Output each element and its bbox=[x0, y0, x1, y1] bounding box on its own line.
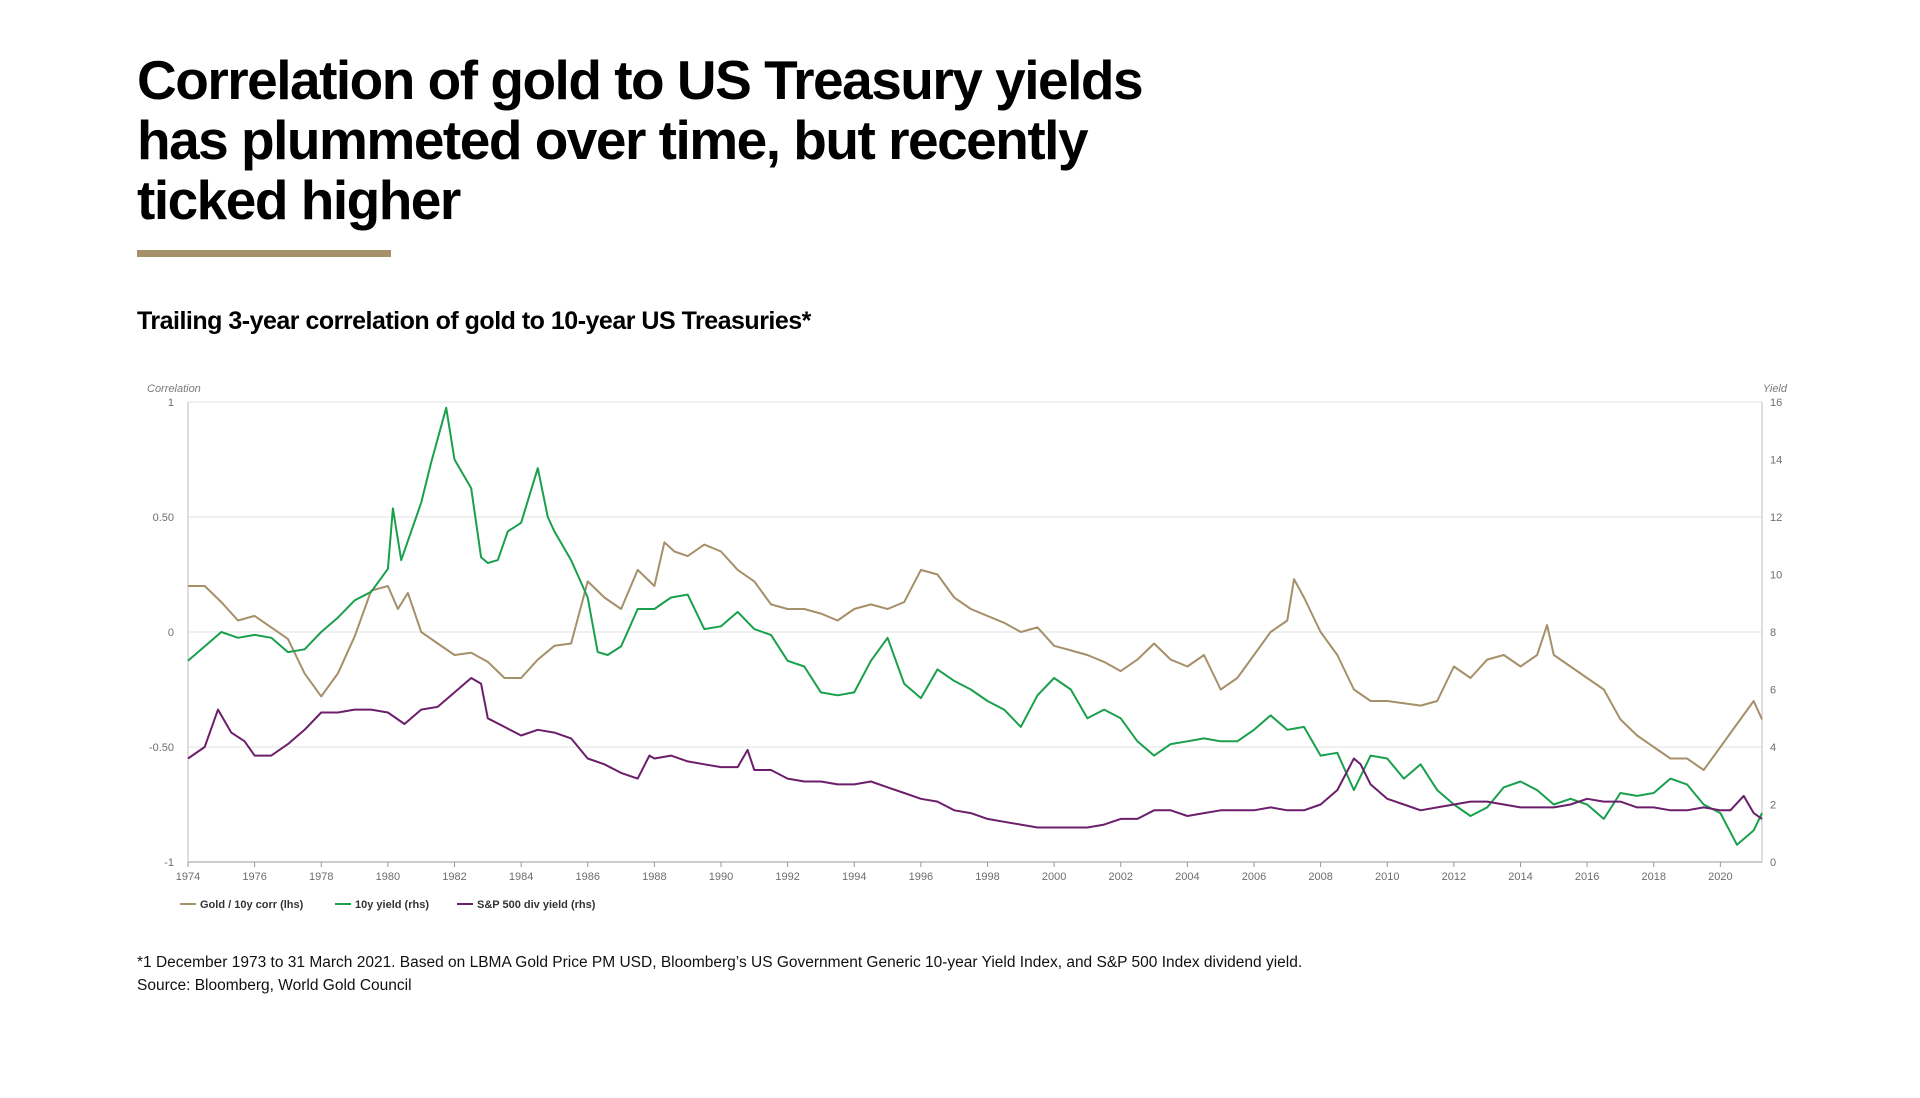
page-title-line-3: ticked higher bbox=[137, 169, 461, 231]
y-left-tick-label: 0 bbox=[168, 627, 174, 639]
x-tick-label: 2016 bbox=[1575, 871, 1599, 883]
series-layer bbox=[187, 406, 1763, 846]
legend-label: Gold / 10y corr (lhs) bbox=[200, 899, 304, 911]
x-tick-label: 1986 bbox=[576, 871, 600, 883]
x-tick-label: 2006 bbox=[1242, 871, 1266, 883]
legend-label: 10y yield (rhs) bbox=[355, 899, 429, 911]
legend-layer: Gold / 10y corr (lhs) 10y yield (rhs) S&P … bbox=[180, 899, 596, 911]
y-right-tick-label: 8 bbox=[1770, 627, 1776, 639]
y-right-tick-label: 10 bbox=[1770, 570, 1782, 582]
y-right-tick-label: 6 bbox=[1770, 685, 1776, 697]
y-right-tick-label: 14 bbox=[1770, 455, 1782, 467]
x-tick-label: 1984 bbox=[509, 871, 533, 883]
y-right-tick-label: 2 bbox=[1770, 800, 1776, 812]
title-accent-rule bbox=[137, 250, 391, 257]
y-right-tick-label: 4 bbox=[1770, 742, 1776, 754]
x-tick-label: 2012 bbox=[1442, 871, 1466, 883]
x-tick-label: 1976 bbox=[242, 871, 266, 883]
x-tick-label: 2002 bbox=[1108, 871, 1132, 883]
x-tick-label: 2020 bbox=[1708, 871, 1732, 883]
y-right-tick-label: 16 bbox=[1770, 397, 1782, 409]
page-title-line-2: has plummeted over time, but recently bbox=[137, 109, 1089, 171]
source-text: Source: Bloomberg, World Gold Council bbox=[137, 977, 412, 994]
x-tick-label: 1998 bbox=[975, 871, 999, 883]
x-tick-label: 1994 bbox=[842, 871, 866, 883]
y-left-tick-label: -0.50 bbox=[149, 742, 174, 754]
x-tick-label: 1992 bbox=[775, 871, 799, 883]
y-right-tick-label: 0 bbox=[1770, 857, 1776, 869]
x-tick-label: 2008 bbox=[1308, 871, 1332, 883]
x-tick-label: 2014 bbox=[1508, 871, 1532, 883]
x-tick-label: 2010 bbox=[1375, 871, 1399, 883]
x-tick-label: 1982 bbox=[442, 871, 466, 883]
x-tick-label: 2004 bbox=[1175, 871, 1199, 883]
page-title: Correlation of gold to US Treasury yield… bbox=[137, 50, 1237, 230]
grid-layer bbox=[187, 401, 1763, 863]
x-tick-label: 1978 bbox=[309, 871, 333, 883]
x-tick-label: 1980 bbox=[376, 871, 400, 883]
sp500-div-yield-line bbox=[187, 677, 1763, 829]
y-left-tick-label: 0.50 bbox=[153, 512, 174, 524]
y-left-tick-label: 1 bbox=[168, 397, 174, 409]
y-left-axis-title: Correlation bbox=[147, 383, 201, 395]
y-right-tick-label: 12 bbox=[1770, 512, 1782, 524]
x-tick-label: 1990 bbox=[709, 871, 733, 883]
chart-subtitle: Trailing 3-year correlation of gold to 1… bbox=[137, 307, 811, 335]
x-tick-label: 1988 bbox=[642, 871, 666, 883]
axis-layer: Correlation Yield-1-0.5000.50102468101214… bbox=[147, 383, 1788, 883]
page-title-line-1: Correlation of gold to US Treasury yield… bbox=[137, 49, 1144, 111]
footnote-text: *1 December 1973 to 31 March 2021. Based… bbox=[137, 954, 1303, 971]
x-tick-label: 2018 bbox=[1641, 871, 1665, 883]
ten-year-yield-line bbox=[187, 406, 1763, 846]
y-left-tick-label: -1 bbox=[164, 857, 174, 869]
x-tick-label: 1996 bbox=[909, 871, 933, 883]
x-tick-label: 1974 bbox=[176, 871, 200, 883]
gold-corr-line bbox=[188, 541, 1763, 771]
legend-label: S&P 500 div yield (rhs) bbox=[477, 899, 596, 911]
footnote: *1 December 1973 to 31 March 2021. Based… bbox=[137, 951, 1302, 997]
x-tick-label: 2000 bbox=[1042, 871, 1066, 883]
y-right-axis-title: Yield bbox=[1763, 383, 1788, 395]
line-chart: Correlation Yield-1-0.5000.50102468101214… bbox=[147, 383, 1788, 911]
